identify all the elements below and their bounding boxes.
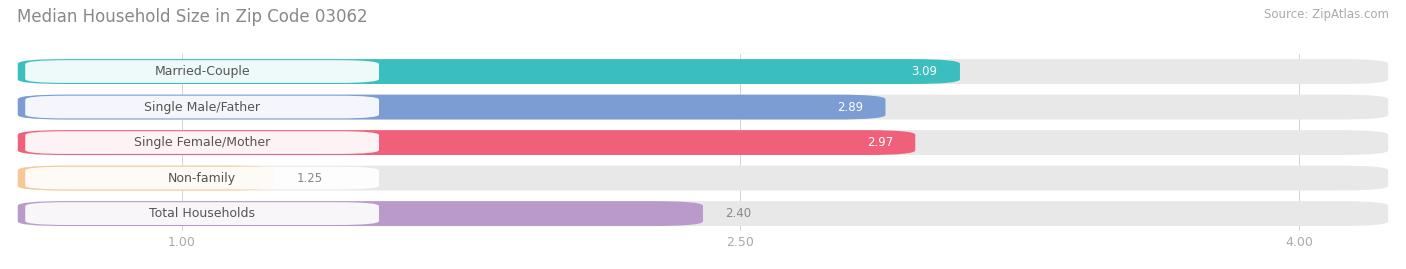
FancyBboxPatch shape [18, 59, 1388, 84]
Text: Married-Couple: Married-Couple [155, 65, 250, 78]
FancyBboxPatch shape [18, 59, 960, 84]
FancyBboxPatch shape [18, 166, 1388, 190]
Text: 2.97: 2.97 [866, 136, 893, 149]
Text: 2.89: 2.89 [837, 101, 863, 114]
FancyBboxPatch shape [18, 166, 274, 190]
FancyBboxPatch shape [18, 95, 1388, 119]
Text: 3.09: 3.09 [911, 65, 938, 78]
Text: Source: ZipAtlas.com: Source: ZipAtlas.com [1264, 8, 1389, 21]
FancyBboxPatch shape [25, 96, 380, 118]
FancyBboxPatch shape [18, 201, 1388, 226]
FancyBboxPatch shape [18, 95, 886, 119]
Text: Single Male/Father: Single Male/Father [145, 101, 260, 114]
Text: Median Household Size in Zip Code 03062: Median Household Size in Zip Code 03062 [17, 8, 367, 26]
FancyBboxPatch shape [25, 131, 380, 154]
FancyBboxPatch shape [18, 201, 703, 226]
FancyBboxPatch shape [25, 167, 380, 189]
Text: 2.40: 2.40 [725, 207, 751, 220]
FancyBboxPatch shape [25, 202, 380, 225]
FancyBboxPatch shape [18, 130, 915, 155]
FancyBboxPatch shape [25, 60, 380, 83]
Text: Total Households: Total Households [149, 207, 254, 220]
Text: 1.25: 1.25 [297, 172, 323, 185]
Text: Single Female/Mother: Single Female/Mother [134, 136, 270, 149]
Text: Non-family: Non-family [169, 172, 236, 185]
FancyBboxPatch shape [18, 130, 1388, 155]
